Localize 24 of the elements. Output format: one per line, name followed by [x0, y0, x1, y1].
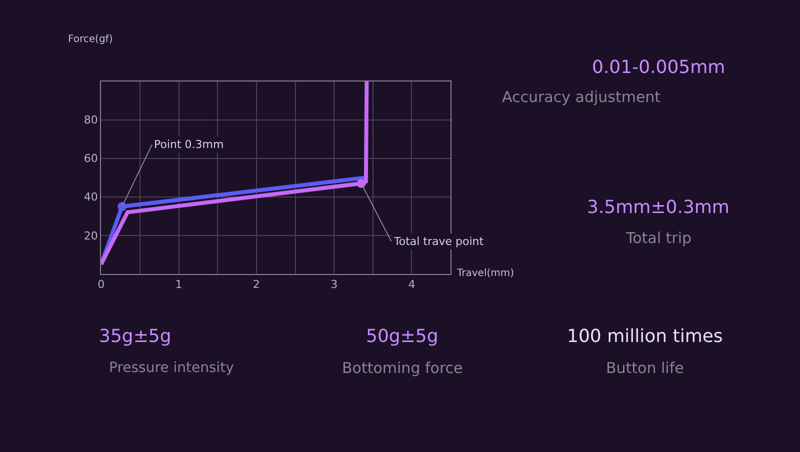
text: Total trip [625, 229, 692, 247]
line-series [101, 81, 369, 266]
text: Accuracy adjustment [502, 88, 661, 106]
text: 100 million times [567, 326, 723, 347]
y-tick-label: 40 [84, 190, 98, 204]
text: 3.5mm±0.3mm [587, 197, 730, 218]
x-tick-label: 4 [408, 278, 416, 292]
text: Button life [606, 359, 684, 377]
text: 50g±5g [366, 326, 438, 347]
x-tick-label: 2 [252, 278, 260, 292]
y-tick-label: 80 [84, 114, 98, 127]
annotation: Point 0.3mm [154, 138, 224, 151]
y-tick-label: 20 [84, 229, 98, 242]
x-axis-title: Travel(mm) [456, 268, 514, 279]
y-tick-label: 60 [84, 152, 98, 166]
x-tick-label: 3 [330, 278, 338, 292]
text: 0.01-0.005mm [592, 57, 726, 78]
x-tick-label: 0 [98, 278, 105, 292]
text: 35g±5g [99, 326, 172, 347]
text: Pressure intensity [109, 360, 234, 376]
annotation: Total trave point [393, 235, 484, 248]
text: Bottoming force [342, 359, 463, 377]
x-tick-label: 1 [175, 278, 182, 292]
y-axis-title: Force(gf) [68, 34, 113, 45]
